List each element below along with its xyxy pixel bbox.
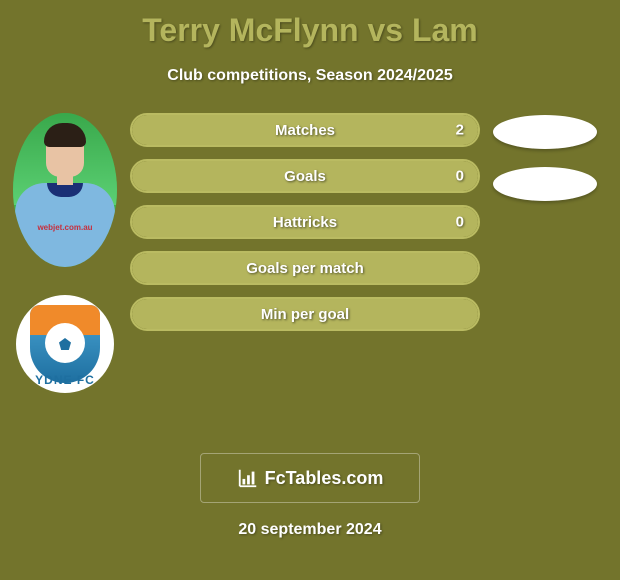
stat-bars: Matches 2 Goals 0 Hattricks 0 Goals per match M…: [130, 113, 480, 393]
club-logo-text: YDNE FC: [16, 373, 114, 387]
stat-bar-label: Matches: [275, 122, 335, 139]
player-placeholder-right: [493, 167, 597, 201]
page-title: Terry McFlynn vs Lam: [0, 0, 620, 49]
stat-bar: Goals per match: [130, 251, 480, 285]
comparison-content: webjet.com.au YDNE FC Matches2Goals0Hatt…: [0, 113, 620, 393]
left-player-column: webjet.com.au YDNE FC: [0, 113, 130, 393]
stat-bar: Hattricks 0: [130, 205, 480, 239]
stat-bar-label: Hattricks: [273, 214, 337, 231]
player-placeholder-right: [493, 115, 597, 149]
player-photo-left: webjet.com.au: [13, 113, 117, 267]
stat-bar-value-left: 0: [456, 214, 464, 231]
bar-chart-icon: [237, 467, 259, 489]
stat-bar: Min per goal: [130, 297, 480, 331]
stat-bar: Goals 0: [130, 159, 480, 193]
date-text: 20 september 2024: [0, 521, 620, 539]
stat-bar-label: Min per goal: [261, 306, 349, 323]
subtitle: Club competitions, Season 2024/2025: [0, 67, 620, 85]
watermark: FcTables.com: [200, 453, 420, 503]
watermark-text: FcTables.com: [265, 468, 384, 489]
stat-bar: Matches 2: [130, 113, 480, 147]
stat-bar-value-left: 2: [456, 122, 464, 139]
right-player-column: [480, 113, 610, 393]
club-logo-left: YDNE FC: [16, 295, 114, 393]
stat-bar-value-left: 0: [456, 168, 464, 185]
jersey-sponsor-text: webjet.com.au: [37, 223, 92, 232]
stat-bar-label: Goals per match: [246, 260, 364, 277]
stat-bar-label: Goals: [284, 168, 326, 185]
